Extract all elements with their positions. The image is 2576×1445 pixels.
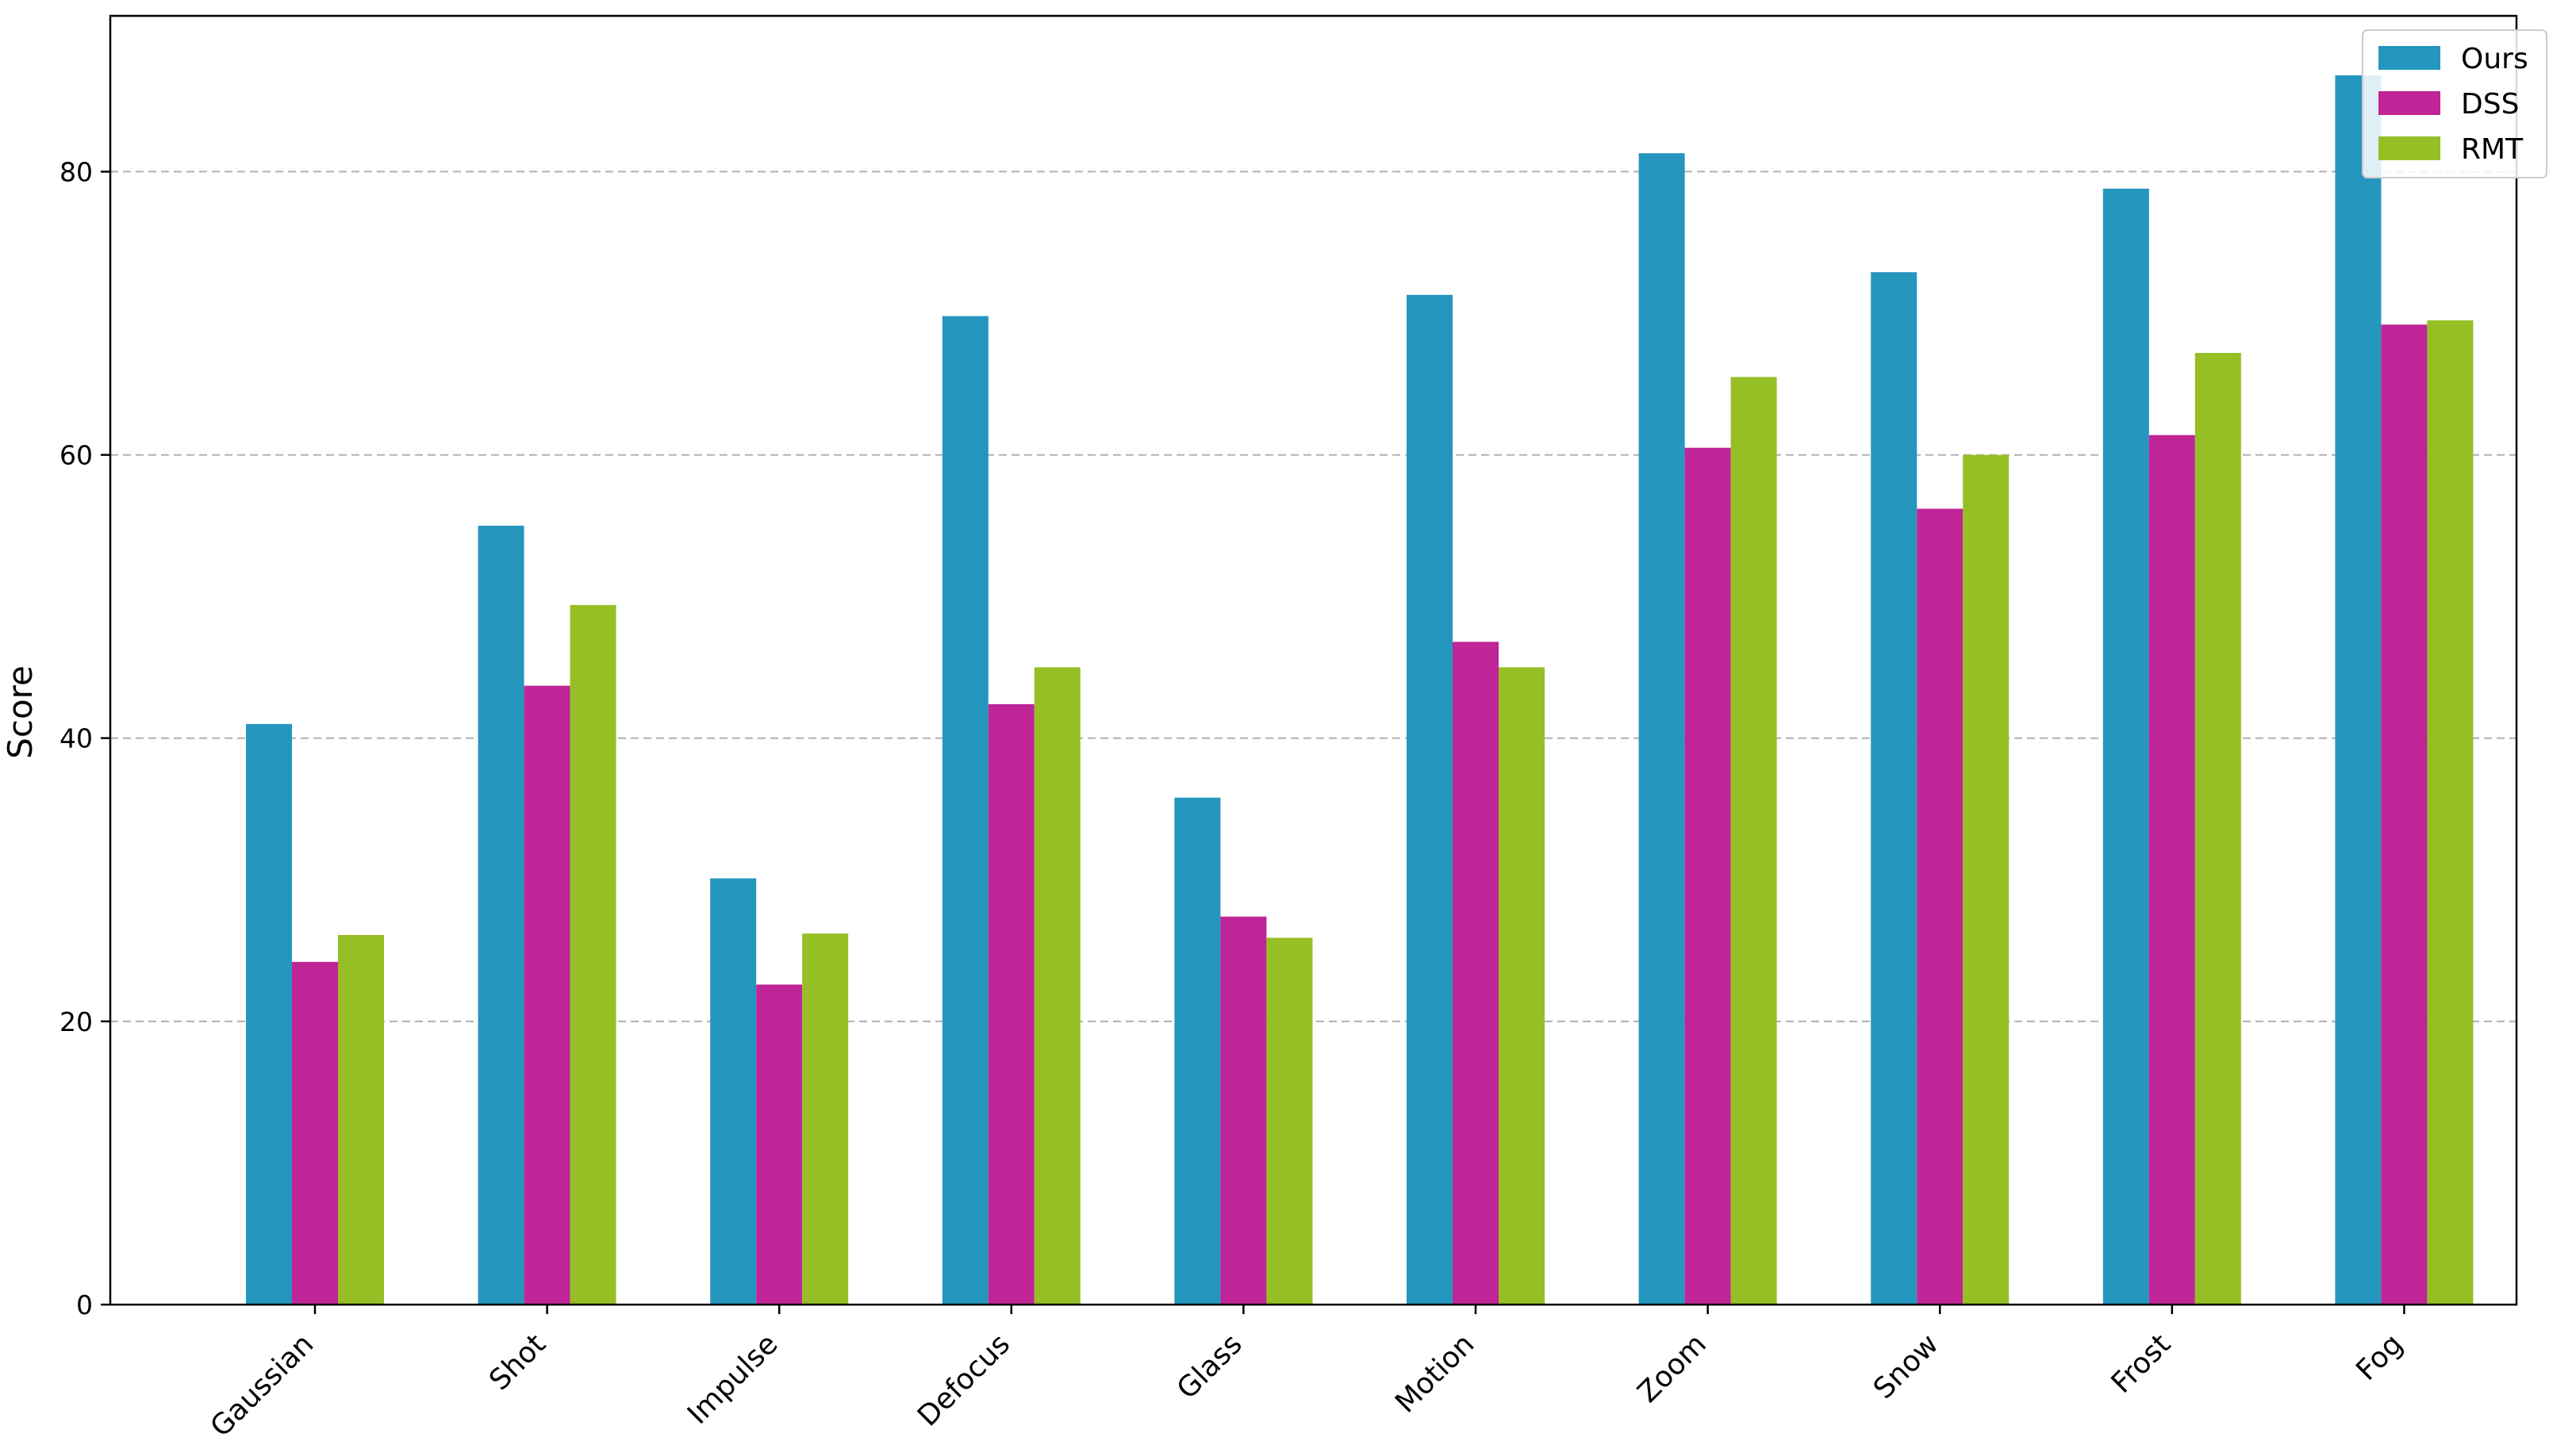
x-tick-label: Defocus <box>912 1328 1016 1432</box>
bar-dss-zoom <box>1684 447 1731 1305</box>
bar-dss-snow <box>1917 508 1964 1305</box>
bar-rmt-glass <box>1266 937 1313 1305</box>
y-tick-label: 60 <box>60 440 93 471</box>
legend-label-rmt: RMT <box>2461 133 2524 166</box>
bar-ours-impulse <box>710 878 757 1305</box>
legend-swatch-rmt <box>2378 136 2440 160</box>
bar-ours-shot <box>478 525 524 1305</box>
bar-dss-glass <box>1220 916 1267 1305</box>
bar-dss-defocus <box>988 703 1035 1305</box>
bar-ours-glass <box>1174 797 1221 1305</box>
bar-rmt-defocus <box>1034 667 1081 1305</box>
bar-ours-zoom <box>1638 153 1685 1305</box>
legend-swatch-ours <box>2378 46 2440 70</box>
bar-rmt-fog <box>2427 320 2474 1305</box>
x-tick-label: Impulse <box>681 1328 785 1431</box>
bars <box>246 75 2474 1305</box>
y-tick-label: 80 <box>60 156 93 187</box>
y-tick-label: 0 <box>76 1290 93 1320</box>
x-axis: Gaussian Shot Impulse Defocus Glass Motion Zoo… <box>205 1305 2409 1443</box>
y-tick-label: 20 <box>60 1006 93 1037</box>
x-tick-label: Fog <box>2350 1328 2409 1386</box>
bar-ours-gaussian <box>246 723 292 1305</box>
bar-dss-shot <box>524 685 570 1305</box>
x-tick-label: Motion <box>1389 1328 1480 1419</box>
bar-ours-frost <box>2102 188 2149 1305</box>
bar-rmt-impulse <box>802 933 849 1305</box>
x-tick-label: Glass <box>1171 1328 1249 1405</box>
bar-rmt-shot <box>570 604 616 1305</box>
bar-rmt-motion <box>1499 667 1545 1305</box>
bar-dss-impulse <box>756 984 803 1305</box>
bar-ours-fog <box>2335 75 2382 1305</box>
bar-rmt-frost <box>2194 353 2241 1305</box>
x-tick-label: Zoom <box>1632 1328 1713 1409</box>
bar-dss-gaussian <box>292 961 338 1305</box>
x-tick-label: Gaussian <box>205 1328 321 1443</box>
bar-ours-motion <box>1407 294 1453 1305</box>
bar-dss-motion <box>1453 642 1499 1305</box>
bar-rmt-zoom <box>1730 377 1777 1305</box>
legend-label-ours: Ours <box>2461 43 2528 75</box>
y-axis: 0 20 40 60 80 <box>60 156 110 1320</box>
bar-ours-defocus <box>942 316 989 1305</box>
bar-dss-frost <box>2148 435 2195 1305</box>
bar-rmt-snow <box>1963 454 2010 1305</box>
legend: Ours DSS RMT <box>2362 29 2547 178</box>
bar-dss-fog <box>2381 324 2428 1305</box>
x-tick-label: Frost <box>2106 1328 2178 1400</box>
legend-swatch-dss <box>2378 91 2440 115</box>
y-axis-label: Score <box>1 665 40 759</box>
y-tick-label: 40 <box>60 723 93 754</box>
x-tick-label: Shot <box>483 1328 552 1397</box>
bar-ours-snow <box>1871 272 1918 1305</box>
x-tick-label: Snow <box>1868 1328 1945 1405</box>
plot-frame <box>109 14 2518 1306</box>
legend-label-dss: DSS <box>2461 88 2519 121</box>
bar-rmt-gaussian <box>338 934 384 1305</box>
